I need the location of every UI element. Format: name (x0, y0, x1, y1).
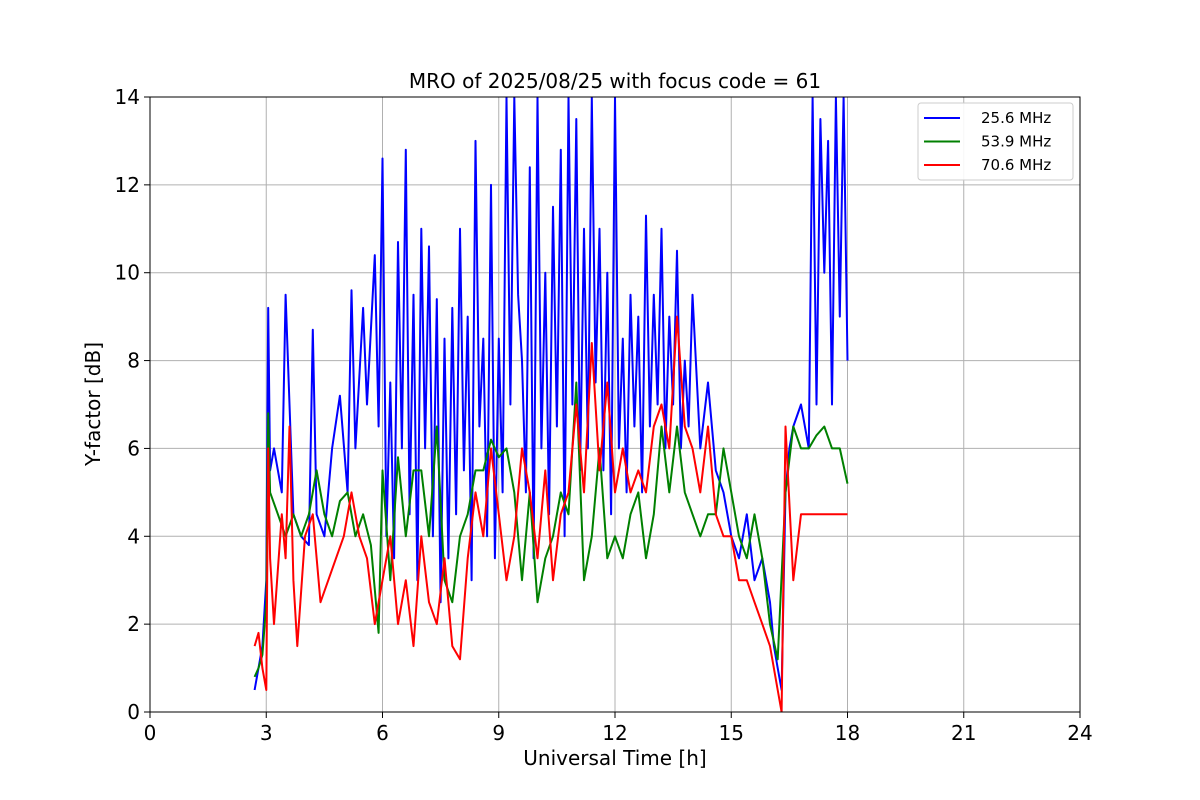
x-tick-label: 21 (951, 721, 976, 745)
x-tick-label: 0 (144, 721, 157, 745)
y-tick-label: 2 (127, 612, 140, 636)
series-line-1 (253, 97, 849, 691)
legend-label-3: 70.6 MHz (981, 156, 1051, 174)
x-axis-title: Universal Time [h] (523, 746, 706, 770)
x-tick-label: 15 (719, 721, 744, 745)
x-tick-label: 18 (835, 721, 860, 745)
y-tick-label: 10 (115, 261, 140, 285)
y-tick-label: 14 (115, 85, 140, 109)
y-tick-label: 6 (127, 436, 140, 460)
y-tick-label: 12 (115, 173, 140, 197)
y-axis-title: Y-factor [dB] (81, 342, 105, 467)
chart-title: MRO of 2025/08/25 with focus code = 61 (409, 69, 821, 93)
x-tick-label: 24 (1067, 721, 1092, 745)
legend: 25.6 MHz 53.9 MHz 70.6 MHz (917, 102, 1074, 181)
series-line-2 (253, 381, 849, 678)
x-tick-label: 9 (492, 721, 505, 745)
series-line-3 (253, 315, 848, 712)
x-tick-label: 12 (602, 721, 627, 745)
y-tick-label: 4 (127, 524, 140, 548)
y-tick-label: 0 (127, 700, 140, 724)
x-tick-label: 3 (260, 721, 273, 745)
series-layer (253, 97, 849, 712)
legend-box (917, 102, 1074, 181)
legend-label-2: 53.9 MHz (981, 133, 1051, 151)
x-tick-label: 6 (376, 721, 389, 745)
y-tick-label: 8 (127, 349, 140, 373)
legend-label-1: 25.6 MHz (981, 109, 1051, 127)
